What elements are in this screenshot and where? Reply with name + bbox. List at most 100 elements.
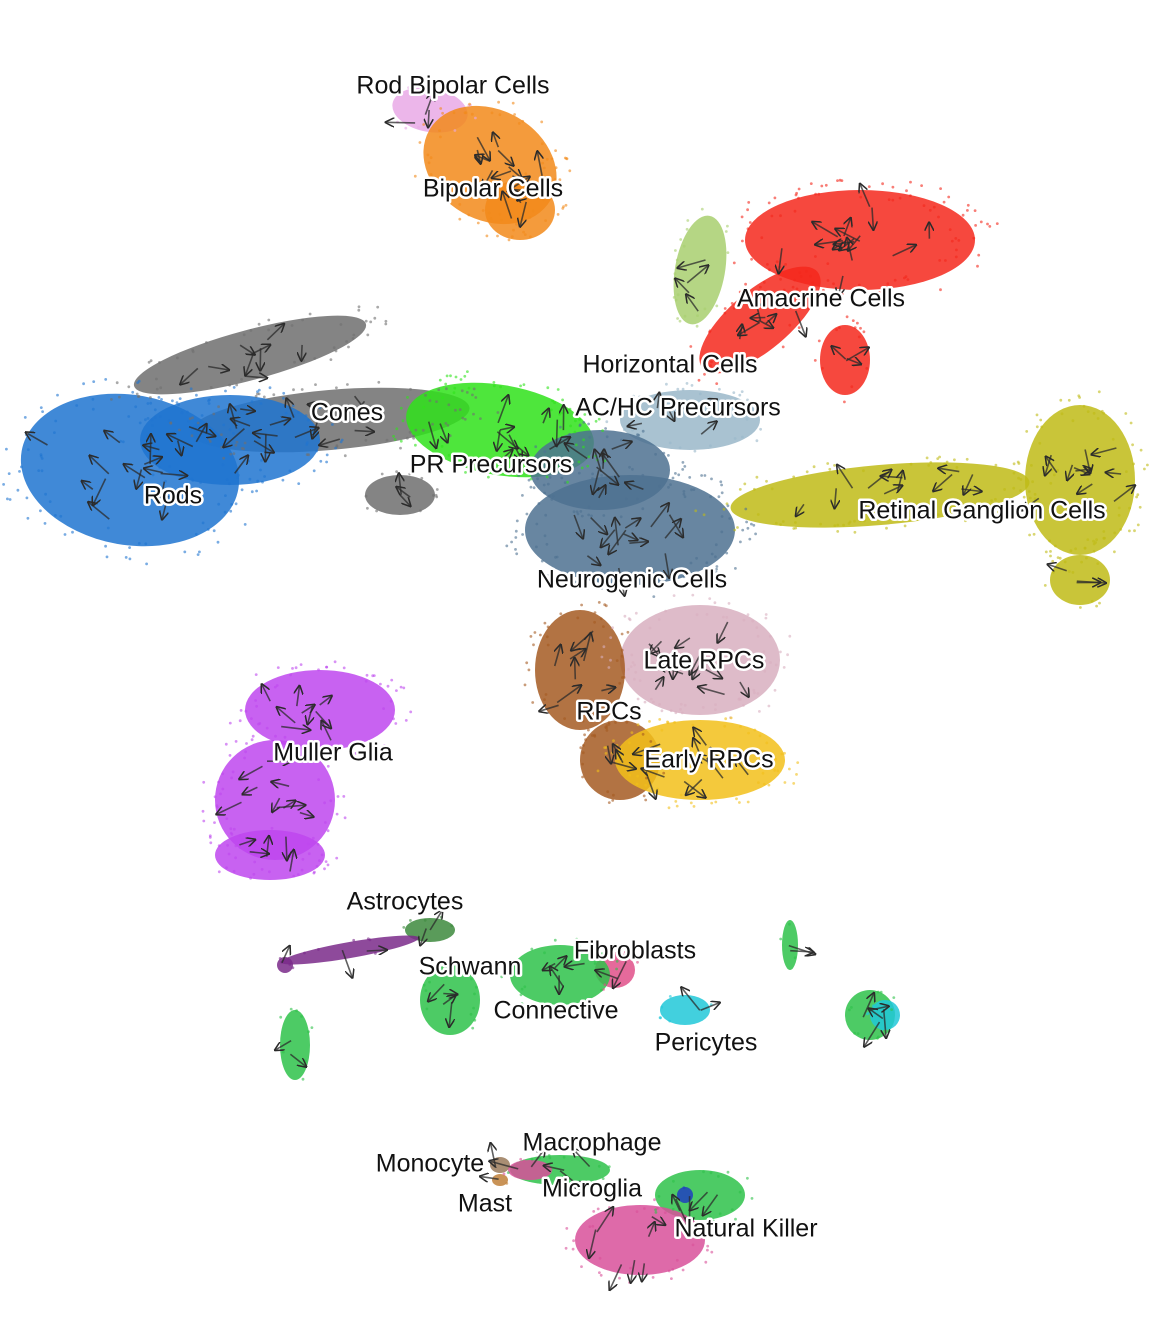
cell-point <box>352 938 356 942</box>
cell-point <box>380 472 384 476</box>
cell-point <box>329 799 333 803</box>
cell-point <box>794 521 797 524</box>
cell-point <box>667 454 670 457</box>
cell-point <box>788 767 791 771</box>
cell-point <box>146 417 150 420</box>
cell-point <box>850 385 854 389</box>
cell-point <box>614 721 617 724</box>
cell-point <box>792 475 796 479</box>
cell-point <box>1067 570 1071 573</box>
cell-point <box>75 404 79 407</box>
velocity-arrow <box>312 419 318 439</box>
cell-point <box>144 418 147 422</box>
cell-point <box>542 166 546 170</box>
cell-point <box>703 474 707 477</box>
cell-point <box>177 403 181 407</box>
cell-point <box>541 572 545 575</box>
velocity-arrow <box>240 409 255 411</box>
cell-point <box>636 960 639 964</box>
cell-point <box>688 476 692 479</box>
cell-point <box>1113 531 1117 535</box>
cell-point <box>529 235 532 239</box>
cell-point <box>795 191 798 195</box>
cell-point <box>667 1269 671 1273</box>
cell-point <box>546 643 550 647</box>
cell-point <box>819 522 822 526</box>
cell-point <box>638 679 642 682</box>
velocity-arrow <box>659 665 684 675</box>
cell-point <box>406 396 409 399</box>
cell-point <box>270 826 274 830</box>
cell-point <box>708 597 712 600</box>
cell-point <box>535 545 538 549</box>
cell-point <box>717 495 721 499</box>
cell-point <box>454 408 457 412</box>
velocity-arrow <box>1022 497 1040 510</box>
cell-point <box>379 682 382 686</box>
cell-point <box>746 291 750 295</box>
velocity-arrow <box>815 241 843 245</box>
cell-point <box>639 710 643 714</box>
cell-point <box>295 1009 298 1013</box>
velocity-arrow <box>623 534 638 540</box>
cell-point <box>466 370 469 373</box>
cell-point <box>408 430 412 434</box>
cell-point <box>249 876 253 880</box>
velocity-arrow <box>249 852 269 854</box>
velocity-arrow <box>884 1009 886 1038</box>
cell-point <box>694 509 698 513</box>
cell-point <box>643 700 647 704</box>
cell-point <box>544 1186 547 1190</box>
cell-point <box>577 460 581 464</box>
cell-point <box>609 636 613 639</box>
cell-point <box>196 553 200 556</box>
cell-point <box>675 804 679 808</box>
cell-point <box>683 495 687 499</box>
label-mast: Mast <box>458 1190 512 1218</box>
cell-point <box>155 387 159 391</box>
cell-point <box>658 718 662 721</box>
cell-point <box>811 281 815 285</box>
velocity-arrow <box>556 685 581 704</box>
velocity-arrow <box>428 983 445 1001</box>
cell-point <box>228 428 232 432</box>
cell-point <box>511 101 515 105</box>
cell-point <box>862 469 865 473</box>
velocity-arrow <box>700 1003 720 1012</box>
cell-point <box>685 227 689 231</box>
cell-point <box>817 192 821 196</box>
cell-point <box>291 667 294 670</box>
cell-point <box>607 666 611 669</box>
cell-point <box>71 530 74 534</box>
cell-point <box>851 319 855 322</box>
cell-point <box>281 1050 285 1054</box>
cell-point <box>275 684 279 687</box>
cell-point <box>1019 478 1023 481</box>
cell-point <box>448 434 452 438</box>
cell-point <box>292 388 295 392</box>
velocity-arrow <box>492 170 512 178</box>
cell-point <box>793 956 797 960</box>
cell-point <box>231 770 235 774</box>
cell-point <box>544 1175 547 1179</box>
cell-point <box>780 752 784 756</box>
velocity-arrow <box>617 567 625 596</box>
cell-point <box>724 717 728 721</box>
cell-point <box>147 360 151 364</box>
cell-point <box>151 424 154 427</box>
cell-point <box>276 746 279 750</box>
cell-point <box>561 398 564 402</box>
cell-point <box>563 459 567 463</box>
velocity-arrow <box>277 707 296 724</box>
velocity-arrow <box>239 344 255 355</box>
cell-point <box>465 391 469 394</box>
cell-point <box>256 390 259 393</box>
cell-point <box>788 634 792 638</box>
cell-point <box>867 1011 870 1015</box>
cell-point <box>366 506 369 510</box>
velocity-arrow <box>615 518 618 546</box>
cell-point <box>769 661 772 664</box>
cell-point <box>576 512 580 516</box>
cell-point <box>1063 560 1067 564</box>
